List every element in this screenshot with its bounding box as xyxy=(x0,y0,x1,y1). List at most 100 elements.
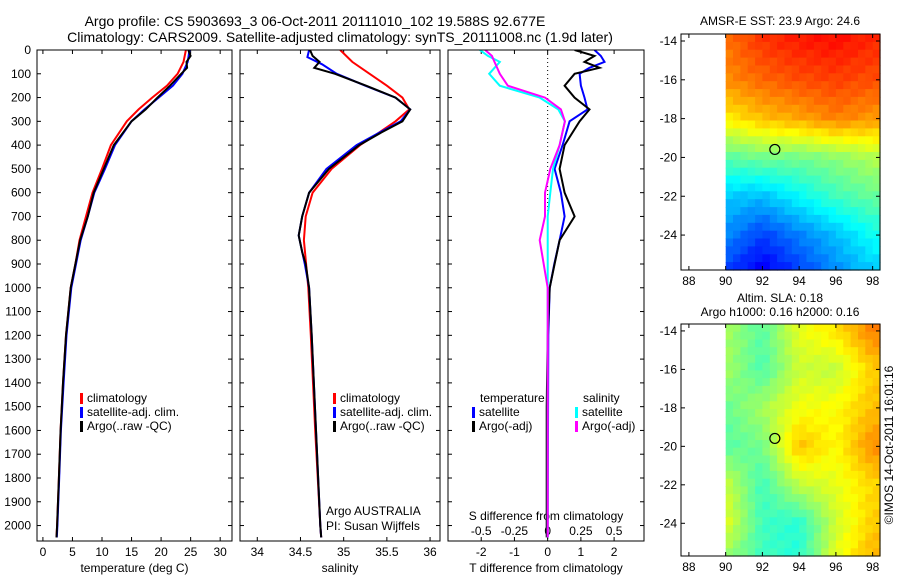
heatmap-cell xyxy=(755,432,763,441)
heatmap-cell xyxy=(813,455,822,464)
heatmap-cell xyxy=(740,370,749,379)
map-panel-0: 88 90 92 94 96 98 -14 -16 -18 -20 -22 -24 AMSR-E SST… xyxy=(660,14,881,288)
heatmap-cell xyxy=(784,424,793,433)
heatmap-cell xyxy=(725,470,734,480)
heatmap-cell xyxy=(799,136,808,145)
x-tick-label: 15 xyxy=(125,545,139,559)
heatmap-cell xyxy=(828,167,837,177)
heatmap-cell xyxy=(791,393,800,402)
heatmap-cell xyxy=(850,96,859,106)
heatmap-cell xyxy=(784,49,793,59)
heatmap-cell xyxy=(777,362,785,371)
heatmap-cell xyxy=(733,378,741,387)
y-tick-label: 1800 xyxy=(4,471,31,485)
axes-frame xyxy=(36,49,233,542)
heatmap-cell xyxy=(865,354,874,364)
heatmap-cell xyxy=(725,128,734,137)
heatmap-cell xyxy=(784,128,793,137)
heatmap-cell xyxy=(762,447,771,456)
heatmap-cell xyxy=(835,494,844,503)
heatmap-cell xyxy=(777,440,785,449)
heatmap-cell xyxy=(858,463,866,472)
heatmap-cell xyxy=(813,57,822,67)
heatmap-cell xyxy=(850,41,859,51)
heatmap-cell xyxy=(733,89,741,98)
heatmap-cell xyxy=(784,34,793,43)
x-tick-label: 0 xyxy=(544,545,551,559)
heatmap-cell xyxy=(872,354,881,364)
heatmap-cell xyxy=(821,393,830,402)
heatmap-cell xyxy=(762,494,771,503)
heatmap-cell xyxy=(755,96,763,106)
heatmap-cell xyxy=(872,470,881,480)
heatmap-cell xyxy=(821,354,830,364)
heatmap-cell xyxy=(843,136,852,145)
heatmap-cell xyxy=(740,509,749,518)
heatmap-cell xyxy=(865,548,874,557)
x-axis-label: salinity xyxy=(322,561,359,575)
heatmap-cell xyxy=(769,214,778,224)
heatmap-cell xyxy=(733,470,741,480)
heatmap-cell xyxy=(777,509,785,518)
heatmap-cell xyxy=(733,136,741,145)
heatmap-cell xyxy=(850,354,859,364)
heatmap-cell xyxy=(799,89,808,98)
heatmap-cell xyxy=(784,191,793,200)
heatmap-cell xyxy=(755,254,763,263)
heatmap-cell xyxy=(850,416,859,426)
heatmap-cell xyxy=(843,424,852,433)
heatmap-cell xyxy=(843,409,852,418)
legend-header: temperature xyxy=(480,391,545,405)
heatmap-cell xyxy=(821,339,830,348)
legend-swatch xyxy=(333,407,336,418)
heatmap-cell xyxy=(784,222,793,232)
heatmap-cell xyxy=(799,378,808,387)
s-tick-label: -0.25 xyxy=(501,524,529,538)
heatmap-cell xyxy=(835,424,844,433)
heatmap-cell xyxy=(806,354,815,364)
heatmap-cell xyxy=(747,159,756,169)
heatmap-cell xyxy=(725,34,734,43)
heatmap-cell xyxy=(850,347,859,356)
heatmap-cell xyxy=(762,347,771,356)
heatmap-cell xyxy=(865,331,874,340)
heatmap-cell xyxy=(813,463,822,472)
heatmap-cell xyxy=(762,385,771,395)
heatmap-cell xyxy=(865,324,874,333)
heatmap-cell xyxy=(777,73,785,82)
heatmap-cell xyxy=(865,509,874,518)
heatmap-cell xyxy=(828,385,837,395)
heatmap-cell xyxy=(740,34,749,43)
heatmap-cell xyxy=(777,222,785,232)
heatmap-cell xyxy=(725,463,734,472)
heatmap-cell xyxy=(725,378,734,387)
heatmap-cell xyxy=(813,41,822,51)
heatmap-cell xyxy=(740,65,749,74)
figure-title-line1: Argo profile: CS 5903693_3 06-Oct-2011 2… xyxy=(85,13,546,29)
heatmap-cell xyxy=(762,89,771,98)
heatmap-cell xyxy=(791,254,800,263)
heatmap-cell xyxy=(843,532,852,542)
heatmap-cell xyxy=(762,183,771,192)
heatmap-cell xyxy=(769,416,778,426)
heatmap-cell xyxy=(769,49,778,59)
heatmap-cell xyxy=(858,136,866,145)
heatmap-cell xyxy=(725,49,734,59)
x-axis-label: T difference from climatology xyxy=(469,561,623,575)
heatmap-cell xyxy=(740,347,749,356)
heatmap-cell xyxy=(858,424,866,433)
heatmap-cell xyxy=(769,447,778,456)
heatmap-cell xyxy=(777,370,785,379)
y-tick-label: 1000 xyxy=(4,281,31,295)
heatmap-cell xyxy=(747,112,756,122)
heatmap-cell xyxy=(791,167,800,177)
heatmap-cell xyxy=(733,324,741,333)
heatmap-cell xyxy=(769,152,778,161)
x-tick-label: 2 xyxy=(611,545,618,559)
heatmap-cell xyxy=(850,362,859,371)
heatmap-cell xyxy=(755,401,763,410)
heatmap-cell xyxy=(755,548,763,557)
legend-label: climatology xyxy=(87,391,147,405)
heatmap-cell xyxy=(791,548,800,557)
heatmap-cell xyxy=(850,222,859,232)
